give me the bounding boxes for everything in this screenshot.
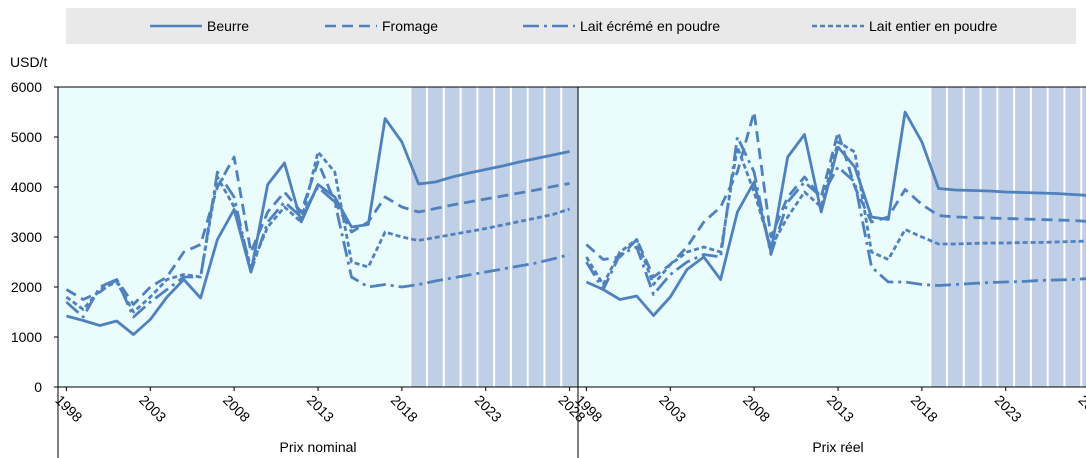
x-tick-label: 2013 <box>824 392 857 425</box>
history-background <box>578 87 931 387</box>
series-line <box>65 155 570 306</box>
x-tick-label: 2008 <box>220 392 253 425</box>
legend-label: Lait entier en poudre <box>869 18 998 34</box>
x-tick-label: 2003 <box>656 392 689 425</box>
projection-background <box>930 87 1086 387</box>
y-tick-label: 6000 <box>11 79 42 95</box>
y-tick-label: 1000 <box>11 329 42 345</box>
legend-label: Lait écrémé en poudre <box>580 18 720 34</box>
legend-label: Fromage <box>382 18 438 34</box>
series-line <box>585 140 1086 286</box>
y-tick-label: 2000 <box>11 279 42 295</box>
y-axis-label: USD/t <box>10 54 47 70</box>
x-tick-label: 2018 <box>908 392 941 425</box>
series-line <box>65 150 571 314</box>
x-tick-label: 2008 <box>740 392 773 425</box>
series-line <box>66 117 570 336</box>
y-tick-label: 4000 <box>11 179 42 195</box>
x-tick-label: 2013 <box>304 392 337 425</box>
y-tick-label: 3000 <box>11 229 42 245</box>
x-tick-label: 2028 <box>1075 392 1086 425</box>
legend-label: Beurre <box>207 18 249 34</box>
legend-background <box>66 8 1076 44</box>
x-tick-label: 2003 <box>136 392 169 425</box>
y-tick-label: 0 <box>34 379 42 395</box>
x-tick-label: 2018 <box>388 392 421 425</box>
series-line <box>585 135 1086 296</box>
series-line <box>65 170 570 319</box>
history-background <box>58 87 411 387</box>
category-label: Prix réel <box>812 439 863 455</box>
y-tick-label: 5000 <box>11 129 42 145</box>
x-tick-label: 2023 <box>992 392 1025 425</box>
category-label: Prix nominal <box>279 439 356 455</box>
x-tick-label: 1998 <box>52 392 85 425</box>
x-tick-label: 2023 <box>472 392 505 425</box>
